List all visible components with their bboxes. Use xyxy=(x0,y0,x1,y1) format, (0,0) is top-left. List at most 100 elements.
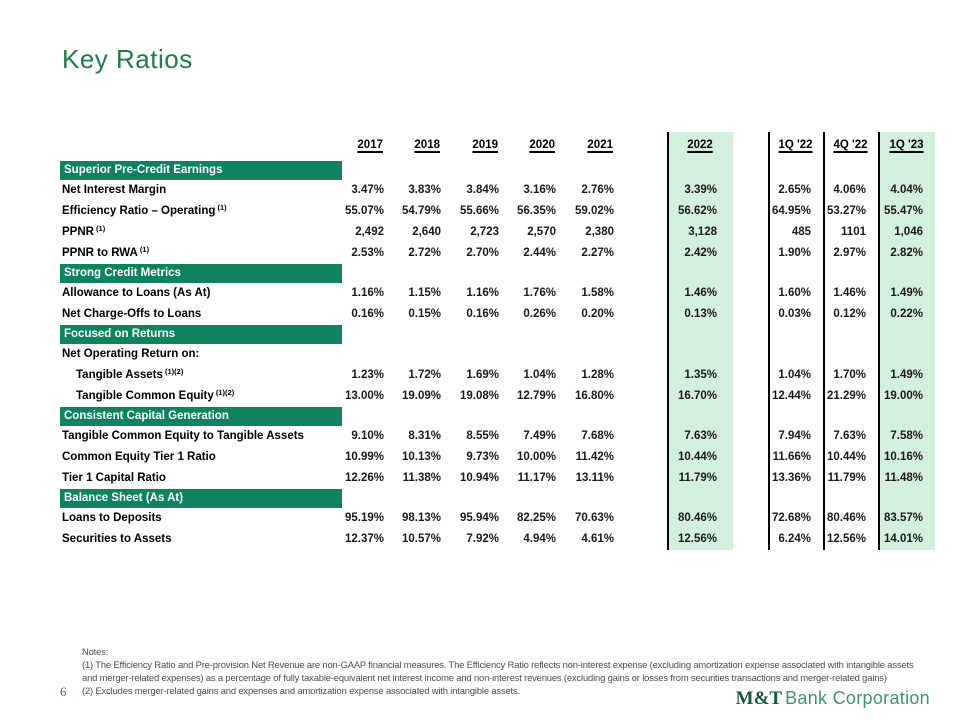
value-cell: 2.70% xyxy=(466,247,499,259)
value-cell: 70.63% xyxy=(574,512,614,524)
column-header: 1Q '22 xyxy=(778,139,813,151)
row-label: Net Operating Return on: xyxy=(62,348,200,360)
gap-column xyxy=(733,508,768,529)
empty-cell xyxy=(768,325,823,344)
value-cell: 10.94% xyxy=(459,472,499,484)
column-rule xyxy=(878,132,880,550)
value-cell: 16.70% xyxy=(677,390,717,402)
empty-cell xyxy=(445,489,503,508)
value-cell: 80.46% xyxy=(826,512,866,524)
table-row: PPNR to RWA (1) 2.53% 2.72% 2.70% 2.44% 2.27%… xyxy=(60,243,935,264)
value-cell: 11.79% xyxy=(678,472,717,484)
empty-cell xyxy=(388,407,445,426)
empty-cell xyxy=(445,161,503,180)
value-cell: 80.46% xyxy=(677,512,717,524)
value-cell xyxy=(878,344,935,365)
company-logo: M&T Bank Corporation xyxy=(736,688,930,710)
value-cell: 12.37% xyxy=(344,533,384,545)
value-cell: 0.03% xyxy=(778,308,811,320)
gap-column xyxy=(733,344,768,365)
row-label: Tier 1 Capital Ratio xyxy=(62,472,166,484)
table-row: Tangible Common Equity (1)(2) 13.00% 19.09… xyxy=(60,386,935,407)
value-cell: 11.38% xyxy=(402,472,441,484)
row-label: Tangible Common Equity (1)(2) xyxy=(76,388,235,402)
value-cell: 0.26% xyxy=(523,308,556,320)
value-cell: 9.10% xyxy=(351,430,384,442)
value-cell: 98.13% xyxy=(401,512,441,524)
value-cell: 7.94% xyxy=(778,430,811,442)
empty-cell xyxy=(667,264,733,283)
value-cell: 11.66% xyxy=(772,451,811,463)
empty-cell xyxy=(342,489,388,508)
table-header-row: 2017 2018 2019 2020 2021 2022 1Q '22 4Q '22 1Q '… xyxy=(60,132,935,161)
empty-cell xyxy=(503,325,560,344)
value-cell: 3.47% xyxy=(351,184,384,196)
section-row: Focused on Returns xyxy=(60,325,935,344)
value-cell: 14.01% xyxy=(883,533,923,545)
notes: Notes: (1) The Efficiency Ratio and Pre-… xyxy=(82,645,914,697)
gap-column xyxy=(733,426,768,447)
column-header: 4Q '22 xyxy=(833,139,868,151)
value-cell: 21.29% xyxy=(826,390,866,402)
empty-cell xyxy=(667,325,733,344)
empty-cell xyxy=(342,161,388,180)
value-cell: 1.72% xyxy=(408,369,441,381)
value-cell: 13.00% xyxy=(344,390,384,402)
value-cell: 54.79% xyxy=(401,205,441,217)
row-label: Loans to Deposits xyxy=(62,512,162,524)
value-cell: 59.02% xyxy=(574,205,614,217)
gap-column xyxy=(733,283,768,304)
empty-cell xyxy=(618,407,667,426)
value-cell xyxy=(445,344,503,365)
value-cell: 3.16% xyxy=(523,184,556,196)
empty-cell xyxy=(445,264,503,283)
value-cell: 10.00% xyxy=(516,451,556,463)
value-cell: 1.76% xyxy=(523,287,556,299)
value-cell: 1.49% xyxy=(890,287,923,299)
value-cell: 16.80% xyxy=(574,390,614,402)
footnote-marker: (1)(2) xyxy=(213,388,235,397)
table-row: Securities to Assets 12.37% 10.57% 7.92% 4.9… xyxy=(60,529,935,550)
value-cell: 10.16% xyxy=(883,451,923,463)
value-cell: 1.35% xyxy=(684,369,717,381)
gap-column xyxy=(733,468,768,489)
value-cell: 3.39% xyxy=(684,184,717,196)
value-cell: 485 xyxy=(791,226,811,238)
value-cell: 1.70% xyxy=(833,369,866,381)
section-row: Balance Sheet (As At) xyxy=(60,489,935,508)
value-cell: 7.49% xyxy=(523,430,556,442)
empty-cell xyxy=(503,407,560,426)
value-cell: 0.12% xyxy=(833,308,866,320)
table-row: Tangible Assets (1)(2) 1.23% 1.72% 1.69% 1.0… xyxy=(60,365,935,386)
value-cell: 1.90% xyxy=(778,247,811,259)
gap-column xyxy=(618,386,667,407)
value-cell: 55.66% xyxy=(459,205,499,217)
value-cell: 3.83% xyxy=(408,184,441,196)
notes-line: (1) The Efficiency Ratio and Pre-provisi… xyxy=(82,659,914,670)
value-cell: 72.68% xyxy=(771,512,811,524)
value-cell: 11.17% xyxy=(517,472,556,484)
empty-cell xyxy=(823,264,878,283)
section-row: Superior Pre-Credit Earnings xyxy=(60,161,935,180)
gap-column xyxy=(618,180,667,201)
value-cell: 2,570 xyxy=(527,226,556,238)
value-cell: 1.60% xyxy=(778,287,811,299)
value-cell: 2,723 xyxy=(470,226,499,238)
value-cell: 10.99% xyxy=(344,451,384,463)
value-cell: 3,128 xyxy=(688,226,717,238)
value-cell: 19.09% xyxy=(401,390,441,402)
value-cell: 2,380 xyxy=(585,226,614,238)
empty-cell xyxy=(618,489,667,508)
table-row: Efficiency Ratio – Operating (1) 55.07% 54… xyxy=(60,201,935,222)
column-header: 2017 xyxy=(357,139,383,151)
empty-cell xyxy=(768,407,823,426)
value-cell: 11.48% xyxy=(884,472,923,484)
page-number: 6 xyxy=(60,684,67,699)
gap-column xyxy=(618,447,667,468)
empty-cell xyxy=(503,161,560,180)
empty-cell xyxy=(733,264,768,283)
gap-column xyxy=(618,529,667,550)
value-cell: 13.36% xyxy=(771,472,811,484)
row-label: Securities to Assets xyxy=(62,533,172,545)
